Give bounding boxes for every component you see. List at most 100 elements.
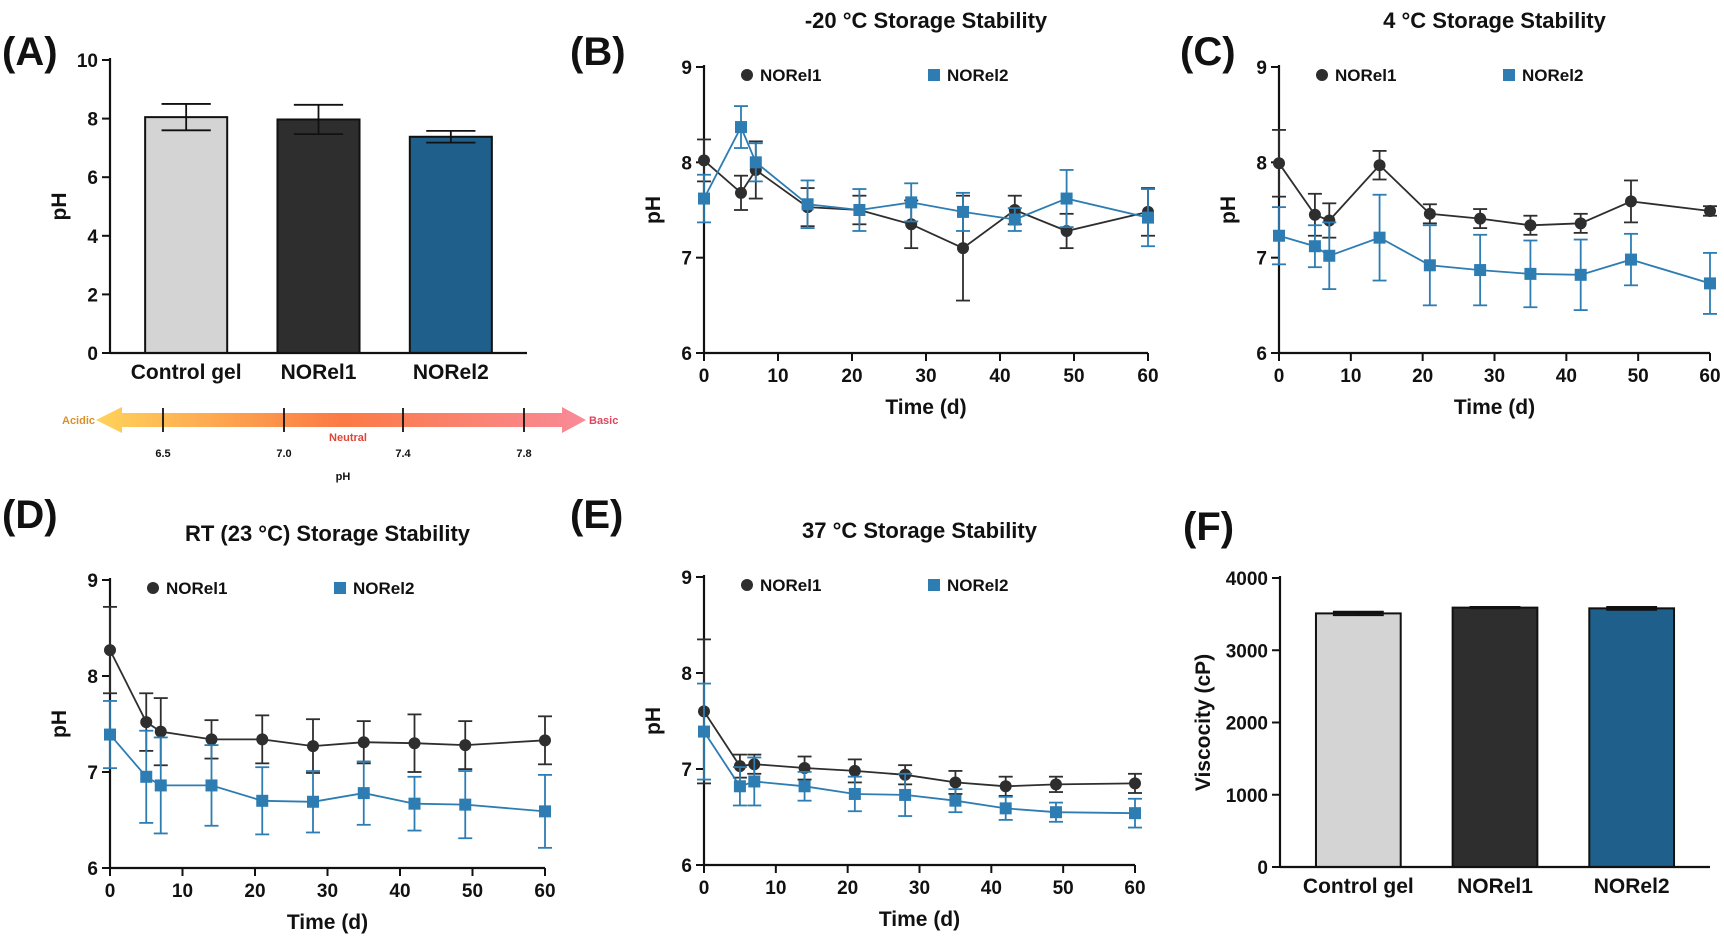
legend-label: NORel2 (1522, 66, 1583, 85)
data-point (256, 733, 269, 746)
data-point (1308, 208, 1321, 221)
data-point (1474, 264, 1487, 277)
series-norel2 (1272, 193, 1717, 315)
data-point (698, 154, 710, 167)
y-axis-title: pH (48, 710, 71, 738)
data-point (1308, 240, 1321, 253)
panel-4: (E) 37 °C Storage Stability 0 10 20 30 40 50 60 T… (570, 493, 1146, 931)
data-point (1373, 231, 1386, 244)
x-tick-label: 50 (1628, 366, 1649, 387)
ph-scale-tick-label: 6.5 (155, 448, 170, 460)
legend-marker (147, 582, 159, 594)
series-line (703, 159, 1149, 250)
y-tick-label: 0 (1257, 858, 1268, 879)
legend-marker (741, 579, 753, 591)
x-tick-label: 40 (1556, 366, 1577, 387)
data-point (957, 242, 969, 255)
x-tick-label: 60 (1137, 366, 1158, 387)
panel-letter: (B) (570, 30, 626, 74)
legend: NORel1 NORel2 (147, 579, 414, 598)
y-tick-label: 8 (681, 153, 692, 174)
x-tick-label: 30 (915, 366, 936, 387)
y-axis-title: Viscocity (cP) (1192, 654, 1215, 791)
y-axis-title: pH (642, 196, 665, 224)
y-tick-label: 10 (77, 51, 98, 72)
panel-3: (D) RT (23 °C) Storage Stability 0 10 20 30 40… (2, 493, 556, 934)
data-point (140, 716, 153, 729)
y-tick-label: 4 (87, 227, 98, 248)
legend-label: NORel1 (166, 579, 227, 598)
bar-norel2 (408, 135, 493, 354)
legend-marker (741, 69, 753, 81)
ph-scale-right-label: Basic (589, 415, 618, 427)
data-point (698, 192, 710, 205)
series-line (1278, 234, 1711, 285)
series-norel2 (697, 105, 1155, 248)
data-point (307, 740, 319, 753)
data-point (905, 196, 918, 209)
y-axis-title: pH (48, 193, 71, 221)
legend-marker (1503, 69, 1515, 81)
chart-title: 4 °C Storage Stability (1383, 8, 1607, 33)
panel-letter: (F) (1183, 505, 1234, 549)
data-point (357, 787, 370, 800)
data-point (949, 776, 962, 789)
x-tick-label: 0 (699, 366, 710, 387)
x-axis-title: Time (d) (287, 911, 368, 934)
legend: NORel1 NORel2 (741, 576, 1008, 595)
y-tick-label: 2000 (1226, 714, 1268, 735)
data-point (1704, 277, 1716, 290)
x-tick-label: 20 (244, 881, 265, 902)
data-point (104, 644, 116, 657)
panel-letter: (A) (2, 30, 58, 74)
panel-letter: (C) (1180, 30, 1236, 74)
y-tick-label: 0 (87, 344, 98, 365)
x-tick-label: 0 (699, 878, 710, 899)
data-point (1524, 219, 1537, 232)
series-norel2 (103, 700, 552, 849)
ph-scale-tick-label: 7.4 (395, 448, 411, 460)
panel-5: (F) Control gel NORel1 NORel2 0 1000 2000 3000 4… (1183, 505, 1710, 898)
x-category-label: NORel2 (1594, 875, 1670, 898)
y-tick-label: 6 (681, 856, 692, 877)
x-tick-label: 40 (989, 366, 1010, 387)
series-norel1 (697, 638, 1142, 797)
data-point (848, 764, 861, 777)
data-point (140, 770, 153, 783)
x-tick-label: 40 (389, 881, 410, 902)
legend-marker (928, 579, 940, 591)
data-point (1273, 229, 1285, 242)
x-tick-label: 0 (105, 881, 116, 902)
series-line (703, 731, 1136, 815)
data-point (853, 204, 866, 216)
legend-marker (334, 582, 346, 594)
y-tick-label: 8 (87, 110, 98, 131)
data-point (1373, 159, 1386, 172)
series-line (109, 734, 546, 813)
x-tick-label: 50 (462, 881, 483, 902)
ph-scale-tick-label: 7.8 (516, 448, 531, 460)
y-tick-label: 8 (681, 664, 692, 685)
data-point (1624, 195, 1637, 208)
x-tick-label: 10 (172, 881, 193, 902)
ph-scale-tick-label: 7.0 (276, 448, 291, 460)
data-point (1049, 778, 1062, 791)
legend-label: NORel2 (947, 66, 1008, 85)
data-point (205, 779, 218, 792)
data-point (1423, 207, 1436, 220)
y-tick-label: 6 (87, 859, 98, 880)
data-point (735, 121, 747, 134)
data-point (1008, 213, 1021, 226)
data-point (748, 775, 761, 788)
y-tick-label: 7 (681, 249, 692, 270)
data-point (408, 797, 421, 810)
y-tick-label: 4000 (1226, 569, 1268, 590)
data-point (1060, 192, 1073, 205)
legend-label: NORel1 (760, 66, 821, 85)
y-tick-label: 9 (87, 571, 98, 592)
bar-norel1 (1451, 606, 1539, 868)
x-axis-title: Time (d) (885, 396, 966, 419)
x-tick-label: 20 (837, 878, 858, 899)
legend-marker (928, 69, 940, 81)
